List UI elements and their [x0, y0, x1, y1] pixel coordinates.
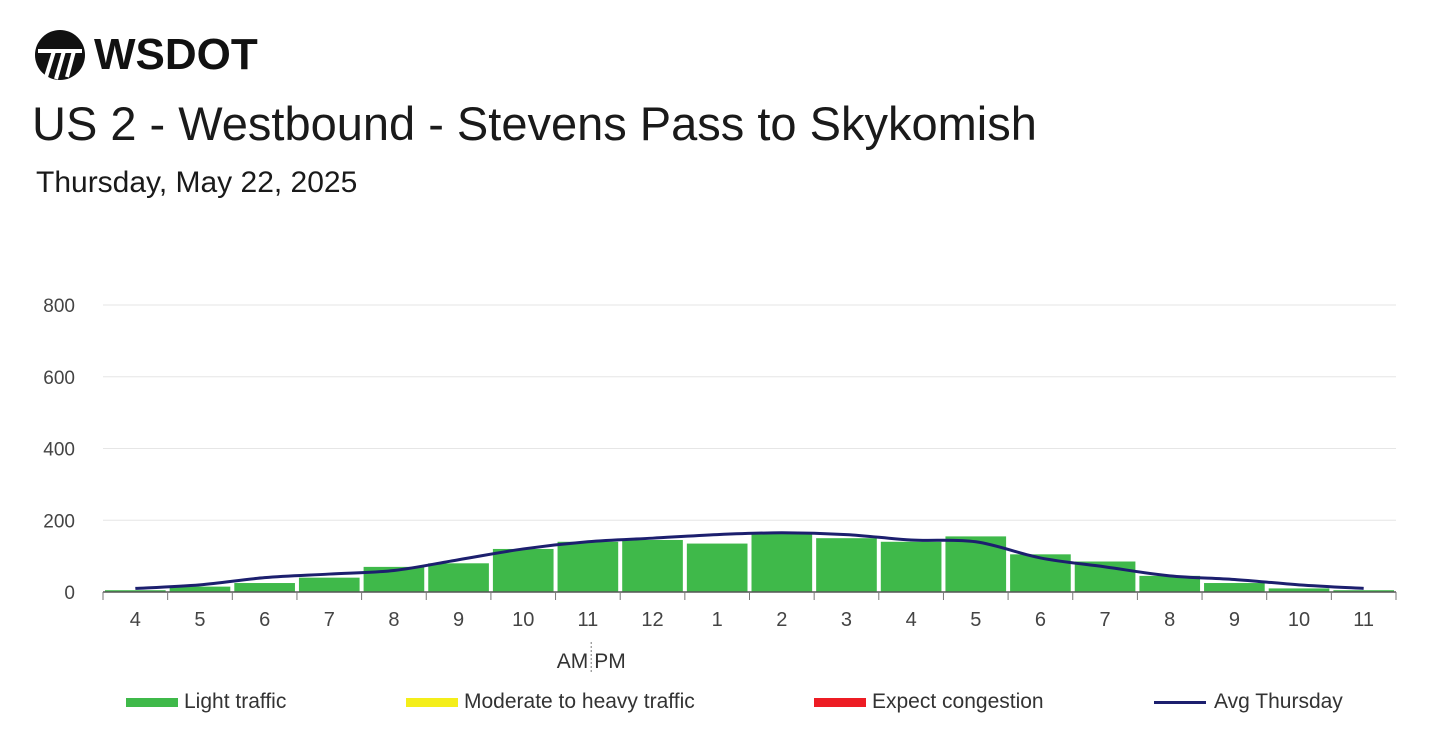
x-tick-label: 9 [453, 609, 464, 631]
traffic-bar [686, 543, 748, 592]
x-tick-label: 7 [324, 609, 335, 631]
y-tick-label: 600 [43, 368, 75, 389]
traffic-bar [816, 538, 877, 592]
legend-label-moderate: Moderate to heavy traffic [464, 690, 695, 713]
traffic-bar [1268, 588, 1330, 592]
x-tick-label: 11 [1353, 609, 1374, 631]
x-tick-label: 2 [776, 609, 787, 631]
avg-thursday-line [135, 531, 1364, 590]
legend-swatch-moderate [406, 697, 458, 707]
legend-swatch-avg [1154, 700, 1206, 704]
legend-label-avg: Avg Thursday [1214, 690, 1343, 713]
logo-text: WSDOT [94, 30, 258, 79]
x-tick-label: 10 [1288, 609, 1310, 631]
x-tick-label: 4 [130, 609, 141, 631]
traffic-bar [557, 541, 619, 592]
x-tick-label: 5 [970, 609, 981, 631]
legend-label-light: Light traffic [184, 690, 287, 713]
pm-label: PM [594, 650, 626, 673]
traffic-bar [234, 583, 295, 592]
y-tick-label: 800 [43, 296, 75, 317]
x-tick-label: 6 [1035, 609, 1046, 631]
x-tick-label: 3 [841, 609, 852, 631]
wsdot-emblem-icon [35, 30, 85, 80]
traffic-bar [880, 541, 942, 592]
legend-swatch-light [126, 697, 178, 707]
am-label: AM [557, 650, 589, 673]
x-tick-label: 7 [1100, 609, 1111, 631]
traffic-bar [492, 548, 554, 592]
x-tick-label: 9 [1229, 609, 1240, 631]
page-title: US 2 - Westbound - Stevens Pass to Skyko… [32, 97, 1037, 150]
traffic-bar [1139, 575, 1201, 592]
traffic-bar [622, 539, 683, 592]
x-tick-label: 8 [388, 609, 399, 631]
wsdot-logo: WSDOT [34, 28, 258, 82]
x-tick-label: 6 [259, 609, 270, 631]
legend-item-light: Light traffic [126, 690, 286, 714]
legend-item-congestion: Expect congestion [814, 690, 1044, 714]
x-tick-label: 4 [906, 609, 917, 631]
y-tick-label: 200 [43, 511, 75, 532]
legend-label-congestion: Expect congestion [872, 690, 1044, 713]
chart-legend: Light traffic Moderate to heavy traffic … [0, 690, 1440, 720]
x-tick-label: 1 [712, 609, 723, 631]
traffic-bar [105, 590, 166, 592]
x-tick-label: 8 [1164, 609, 1175, 631]
traffic-bar [751, 532, 813, 592]
x-tick-label: 10 [512, 609, 534, 631]
x-tick-label: 5 [194, 609, 205, 631]
legend-item-avg: Avg Thursday [1154, 690, 1343, 714]
legend-item-moderate: Moderate to heavy traffic [406, 690, 695, 714]
traffic-bar [1333, 590, 1394, 592]
y-tick-label: 400 [43, 440, 75, 461]
x-tick-label: 12 [641, 609, 663, 631]
traffic-bar [169, 586, 231, 592]
page-subtitle: Thursday, May 22, 2025 [36, 166, 358, 199]
x-tick-label: 11 [577, 609, 598, 631]
traffic-bar [945, 536, 1007, 592]
y-tick-label: 0 [64, 583, 75, 604]
traffic-bar [298, 577, 360, 592]
traffic-bar [1204, 583, 1265, 592]
traffic-bar [428, 563, 489, 592]
legend-swatch-congestion [814, 697, 866, 707]
